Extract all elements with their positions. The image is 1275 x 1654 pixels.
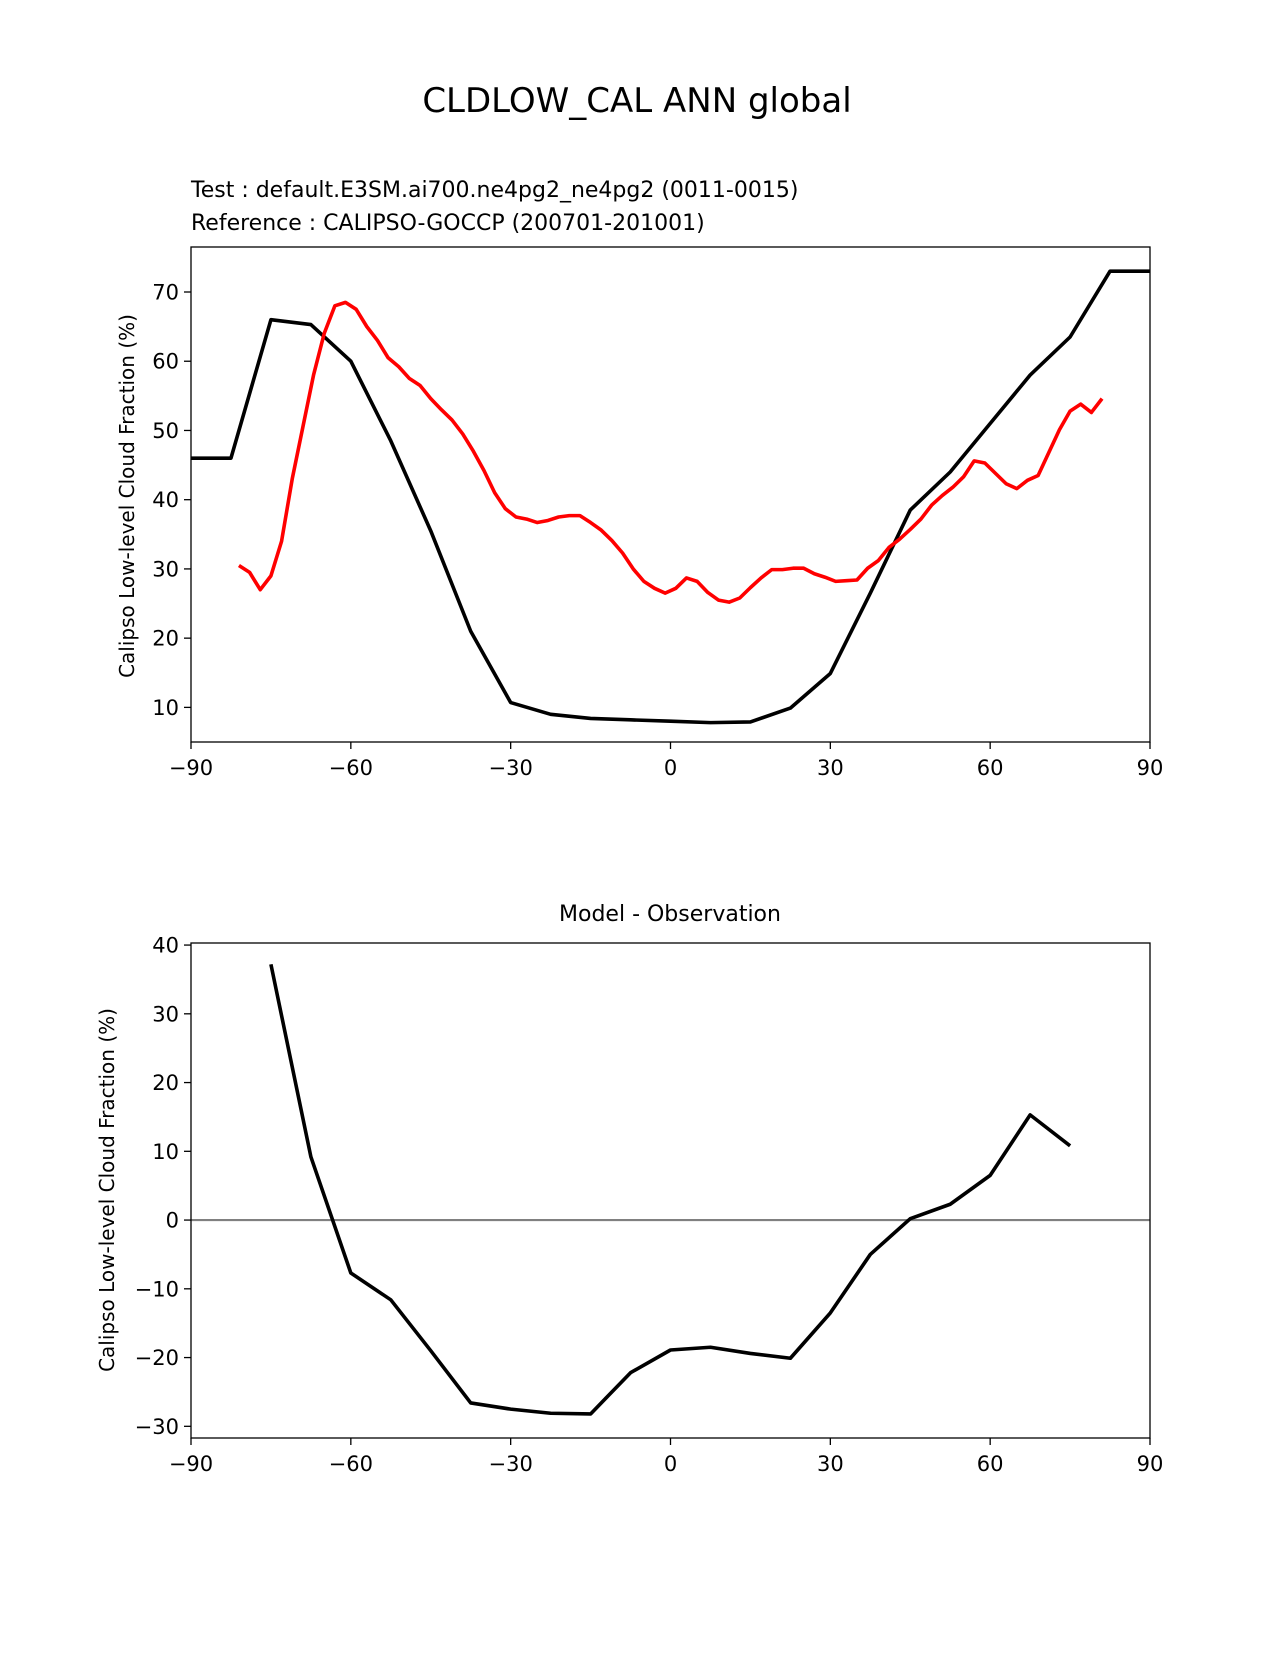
top-x-tick-label: −60: [329, 756, 373, 780]
top-y-tick-label: 20: [152, 627, 179, 651]
top-x-tick-label: 60: [977, 756, 1004, 780]
bottom-plot-area: [191, 963, 1150, 1416]
bottom-x-tick-label: −90: [169, 1452, 213, 1476]
test-label: Test : default.E3SM.ai700.ne4pg2_ne4pg2 …: [190, 178, 798, 203]
reference-label: Reference : CALIPSO-GOCCP (200701-201001…: [191, 211, 705, 236]
top-panel-plot: −90 −60 −30 0 30 60 90 10 20 30 40 50 60 70: [152, 246, 1164, 780]
bottom-y-tick-label: 30: [152, 1002, 179, 1026]
bottom-panel-plot: −90 −60 −30 0 30 60 90 −30 −20 −10 0 10 20 30 40: [135, 934, 1164, 1476]
bottom-y-tick-label: −20: [135, 1346, 179, 1370]
figure-title: CLDLOW_CAL ANN global: [422, 81, 851, 121]
bottom-y-tick-label: −10: [135, 1277, 179, 1301]
top-plot-area: [191, 269, 1150, 725]
top-y-tick-label: 30: [152, 557, 179, 581]
top-x-tick-label: −90: [169, 756, 213, 780]
bottom-y-tick-label: 40: [152, 934, 179, 958]
top-axes-frame: [190, 246, 1151, 743]
bottom-y-tick-label: 10: [152, 1140, 179, 1164]
bottom-y-tick-label: 20: [152, 1071, 179, 1095]
top-x-tick-label: 90: [1137, 756, 1164, 780]
bottom-x-tick-label: 90: [1137, 1452, 1164, 1476]
bottom-series-difference-line: [269, 963, 1072, 1416]
top-panel-ylabel: Calipso Low-level Cloud Fraction (%): [115, 314, 139, 678]
bottom-x-tick-label: 30: [817, 1452, 844, 1476]
top-y-tick-label: 60: [152, 350, 179, 374]
top-x-tick-label: −30: [489, 756, 533, 780]
bottom-axes-frame: [190, 942, 1151, 1439]
top-series-reference-line: [237, 300, 1104, 604]
bottom-x-tick-label: 0: [664, 1452, 677, 1476]
top-y-tick-label: 10: [152, 696, 179, 720]
bottom-panel-ylabel: Calipso Low-level Cloud Fraction (%): [95, 1008, 119, 1372]
top-y-tick-label: 40: [152, 488, 179, 512]
bottom-y-tick-label: −30: [135, 1415, 179, 1439]
bottom-panel-title: Model - Observation: [559, 902, 781, 927]
top-x-tick-label: 0: [664, 756, 677, 780]
top-x-tick-label: 30: [817, 756, 844, 780]
bottom-x-tick-label: 60: [977, 1452, 1004, 1476]
top-y-tick-label: 70: [152, 281, 179, 305]
top-y-tick-label: 50: [152, 419, 179, 443]
bottom-x-tick-label: −60: [329, 1452, 373, 1476]
top-series-test-line: [191, 269, 1150, 725]
bottom-y-tick-label: 0: [166, 1209, 179, 1233]
bottom-x-tick-label: −30: [489, 1452, 533, 1476]
